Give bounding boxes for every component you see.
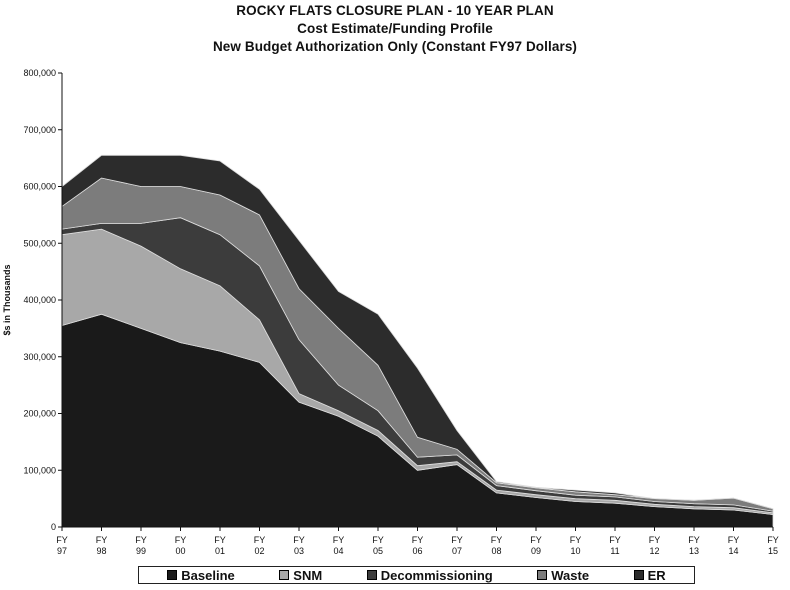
legend-item-snm: SNM [279, 568, 322, 583]
x-tick-label-bottom: 13 [689, 546, 699, 556]
legend-swatch [167, 570, 178, 580]
x-tick-label-bottom: 15 [768, 546, 778, 556]
y-tick-label: 500,000 [23, 238, 56, 248]
legend-swatch [366, 570, 377, 580]
y-tick-label: 600,000 [23, 182, 56, 192]
x-tick-label-top: FY [530, 535, 542, 545]
legend-item-er: ER [633, 567, 666, 583]
legend-label: ER [647, 567, 666, 583]
legend-swatch [279, 570, 290, 580]
x-tick-label-bottom: 06 [412, 546, 422, 556]
legend-item-baseline: Baseline [167, 567, 235, 583]
x-tick-label-bottom: 04 [333, 546, 343, 556]
x-tick-label-bottom: 99 [136, 546, 146, 556]
x-tick-label-top: FY [96, 535, 108, 545]
x-tick-label-bottom: 07 [452, 546, 462, 556]
legend-item-decommissioning: Decommissioning [366, 567, 493, 583]
x-tick-label-bottom: 00 [175, 546, 185, 556]
x-tick-label-top: FY [688, 535, 700, 545]
x-tick-label-top: FY [451, 535, 463, 545]
x-tick-label-top: FY [728, 535, 740, 545]
x-tick-label-top: FY [56, 535, 68, 545]
x-tick-label-top: FY [214, 535, 226, 545]
x-tick-label-top: FY [649, 535, 661, 545]
x-tick-label-top: FY [767, 535, 779, 545]
x-tick-label-top: FY [135, 535, 147, 545]
x-tick-label-bottom: 05 [373, 546, 383, 556]
legend-label: Waste [551, 567, 590, 583]
y-axis-label: $s in Thousands [2, 264, 12, 335]
chart-legend: Baseline SNM Decommissioning Waste ER [138, 566, 695, 584]
x-tick-label-top: FY [570, 535, 582, 545]
x-tick-label-top: FY [372, 535, 384, 545]
legend-label: Decommissioning [380, 567, 493, 583]
x-tick-label-bottom: 14 [728, 546, 738, 556]
chart-title-block: ROCKY FLATS CLOSURE PLAN - 10 YEAR PLAN … [0, 2, 790, 56]
legend-swatch [633, 570, 644, 580]
x-tick-label-top: FY [293, 535, 305, 545]
x-tick-label-bottom: 03 [294, 546, 304, 556]
legend-label: Baseline [181, 567, 235, 583]
chart-title: ROCKY FLATS CLOSURE PLAN - 10 YEAR PLAN [236, 3, 554, 18]
y-tick-label: 300,000 [23, 352, 56, 362]
x-tick-label-bottom: 11 [610, 546, 619, 556]
x-tick-label-bottom: 02 [254, 546, 264, 556]
x-tick-label-top: FY [333, 535, 345, 545]
y-tick-label: 800,000 [23, 68, 56, 78]
x-tick-label-top: FY [412, 535, 424, 545]
x-tick-label-top: FY [609, 535, 621, 545]
x-tick-label-top: FY [491, 535, 503, 545]
y-tick-label: 0 [51, 522, 56, 532]
chart-subtitle-1: Cost Estimate/Funding Profile [297, 21, 493, 36]
x-tick-label-top: FY [175, 535, 187, 545]
x-tick-label-bottom: 97 [57, 546, 67, 556]
chart-subtitle-2: New Budget Authorization Only (Constant … [212, 39, 578, 54]
x-tick-label-top: FY [254, 535, 266, 545]
y-tick-label: 700,000 [23, 125, 56, 135]
y-tick-label: 200,000 [23, 409, 56, 419]
x-tick-label-bottom: 12 [649, 546, 659, 556]
y-tick-label: 400,000 [23, 295, 56, 305]
x-tick-label-bottom: 01 [215, 546, 225, 556]
legend-swatch [537, 570, 548, 580]
area-series-group [61, 154, 774, 528]
x-tick-label-bottom: 10 [570, 546, 580, 556]
x-tick-label-bottom: 09 [531, 546, 541, 556]
axes-group: 0 100,000 200,000 300,000 400,000 500,000 600,… [23, 68, 778, 556]
y-tick-label: 100,000 [23, 465, 56, 475]
x-tick-label-bottom: 98 [96, 546, 106, 556]
area-er [61, 154, 774, 510]
x-tick-label-bottom: 08 [491, 546, 501, 556]
legend-label: SNM [293, 567, 323, 583]
legend-item-waste: Waste [537, 568, 589, 583]
